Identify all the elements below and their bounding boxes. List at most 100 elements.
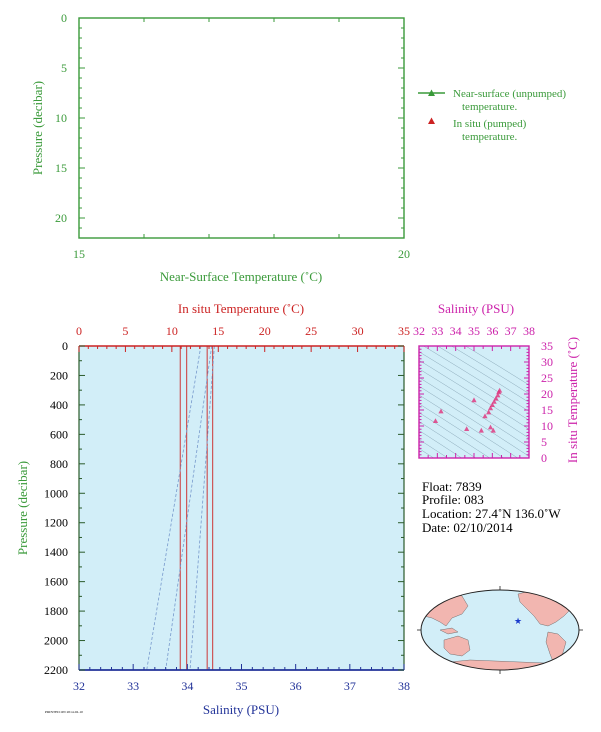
profile-top-tick-label: 20 [259, 324, 271, 338]
profile-bottom-tick-label: 37 [344, 679, 356, 693]
profile-ytick-label: 200 [50, 368, 68, 382]
ns-ytick-label: 5 [61, 61, 67, 75]
ts-right-label: In situ Temperature (˚C) [565, 337, 580, 463]
profile-top-tick-label: 0 [76, 324, 82, 338]
info-float: Float: 7839 [422, 479, 482, 494]
legend-text-pumped-1: In situ (pumped) [453, 118, 527, 130]
float-location-star: ★ [514, 616, 522, 626]
ts-top-tick-label: 38 [523, 324, 535, 338]
profile-top-tick-label: 10 [166, 324, 178, 338]
ts-point [497, 387, 503, 393]
ts-density-contour [419, 421, 477, 458]
ts-right-tick-label: 0 [541, 451, 547, 465]
ts-density-contour [419, 377, 529, 448]
ts-density-contour [419, 368, 529, 439]
salinity-profile-line [189, 345, 215, 671]
ts-density-contour [419, 403, 505, 458]
ts-point [487, 405, 494, 411]
map-ticks [417, 586, 583, 674]
ts-density-contour [423, 346, 529, 412]
legend-text-unpumped-1: Near-surface (unpumped) [453, 88, 566, 100]
profile-xlabel: Salinity (PSU) [203, 702, 279, 717]
profile-ytick-label: 2000 [44, 634, 68, 648]
footnote: PRINTED ON 2014-02-10 [45, 710, 83, 714]
land-australia [443, 635, 471, 657]
near-surface-ticks: 0 5 10 15 20 15 20 [55, 11, 410, 261]
ts-top-tick-label: 32 [413, 324, 425, 338]
ns-ytick-label: 10 [55, 111, 67, 125]
info-location: Location: 27.4˚N 136.0˚W [422, 506, 561, 521]
ts-right-tick-label: 25 [541, 371, 553, 385]
profile-ytick-label: 400 [50, 398, 68, 412]
profile-top-axis-label: In situ Temperature (˚C) [178, 301, 304, 316]
ts-density-contour [419, 448, 435, 458]
near-surface-legend: Near-surface (unpumped) temperature. In … [418, 88, 566, 143]
ts-point [490, 427, 496, 433]
ts-right-tick-label: 5 [541, 435, 547, 449]
ts-density-contour [419, 385, 529, 457]
ts-point [482, 413, 488, 419]
ts-density-contour [465, 346, 529, 386]
salinity-profile-line [165, 345, 213, 671]
float-info: Float: 7839 Profile: 083 Location: 27.4˚… [422, 479, 561, 535]
profile-bottom-tick-label: 35 [236, 679, 248, 693]
ts-right-tick-label: 10 [541, 419, 553, 433]
ns-ytick-label: 15 [55, 161, 67, 175]
info-date: Date: 02/10/2014 [422, 520, 513, 535]
info-profile: Profile: 083 [422, 492, 484, 507]
ts-right-tick-label: 15 [541, 403, 553, 417]
ts-top-label: Salinity (PSU) [438, 301, 514, 316]
ts-point [489, 402, 495, 407]
ts-density-contour [419, 430, 463, 458]
profile-ytick-label: 1200 [44, 516, 68, 530]
ts-point [478, 427, 484, 433]
ts-density-contour [419, 394, 519, 458]
profile-lines [146, 345, 215, 671]
profile-panel: 0200400600800100012001400160018002000220… [15, 301, 410, 717]
ts-density-contour [419, 439, 449, 458]
profile-ytick-label: 1800 [44, 604, 68, 618]
profile-ytick-label: 1600 [44, 575, 68, 589]
profile-top-tick-label: 30 [352, 324, 364, 338]
profile-bottom-tick-label: 33 [127, 679, 139, 693]
ts-panel: 32 33 34 35 36 37 38 0 5 10 15 20 25 30 35 Salinity (P… [413, 301, 580, 465]
profile-ytick-label: 800 [50, 457, 68, 471]
profile-ytick-label: 0 [62, 339, 68, 353]
ts-density-contour [451, 346, 529, 394]
legend-marker-pumped [428, 117, 435, 124]
ns-ytick-label: 0 [61, 11, 67, 25]
profile-ticks: 0200400600800100012001400160018002000220… [44, 324, 410, 693]
ts-density-contour [437, 346, 529, 403]
ts-top-tick-label: 33 [431, 324, 443, 338]
ts-point [493, 395, 499, 401]
ts-ticks: 32 33 34 35 36 37 38 0 5 10 15 20 25 30 35 [413, 324, 553, 465]
profile-top-tick-label: 25 [305, 324, 317, 338]
ts-right-tick-label: 35 [541, 339, 553, 353]
ts-top-tick-label: 36 [486, 324, 498, 338]
land-indonesia [439, 627, 459, 635]
ts-right-tick-label: 20 [541, 387, 553, 401]
location-map: ★ [417, 586, 583, 674]
profile-bottom-tick-label: 38 [398, 679, 410, 693]
ts-point [491, 399, 497, 404]
ts-point [471, 397, 477, 403]
profile-bottom-tick-label: 32 [73, 679, 85, 693]
profile-top-tick-label: 15 [212, 324, 224, 338]
ts-top-tick-label: 37 [505, 324, 517, 338]
ts-point [487, 424, 494, 430]
near-surface-xlabel: Near-Surface Temperature (˚C) [160, 269, 322, 284]
legend-marker-unpumped [428, 89, 435, 96]
profile-bottom-tick-label: 36 [290, 679, 302, 693]
ts-point [438, 408, 444, 414]
ts-top-tick-label: 34 [450, 324, 462, 338]
ts-points [432, 387, 503, 433]
near-surface-plot-area [78, 17, 405, 239]
ts-point [486, 409, 492, 415]
ns-xtick-label: 20 [398, 247, 410, 261]
ts-point [495, 392, 501, 398]
ts-density-contour [419, 359, 529, 430]
profile-ytick-label: 1400 [44, 545, 68, 559]
ts-point [464, 426, 470, 431]
near-surface-ylabel: Pressure (decibar) [30, 81, 45, 175]
